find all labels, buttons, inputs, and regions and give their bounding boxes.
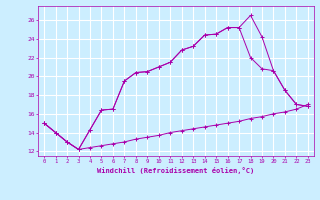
X-axis label: Windchill (Refroidissement éolien,°C): Windchill (Refroidissement éolien,°C) bbox=[97, 167, 255, 174]
